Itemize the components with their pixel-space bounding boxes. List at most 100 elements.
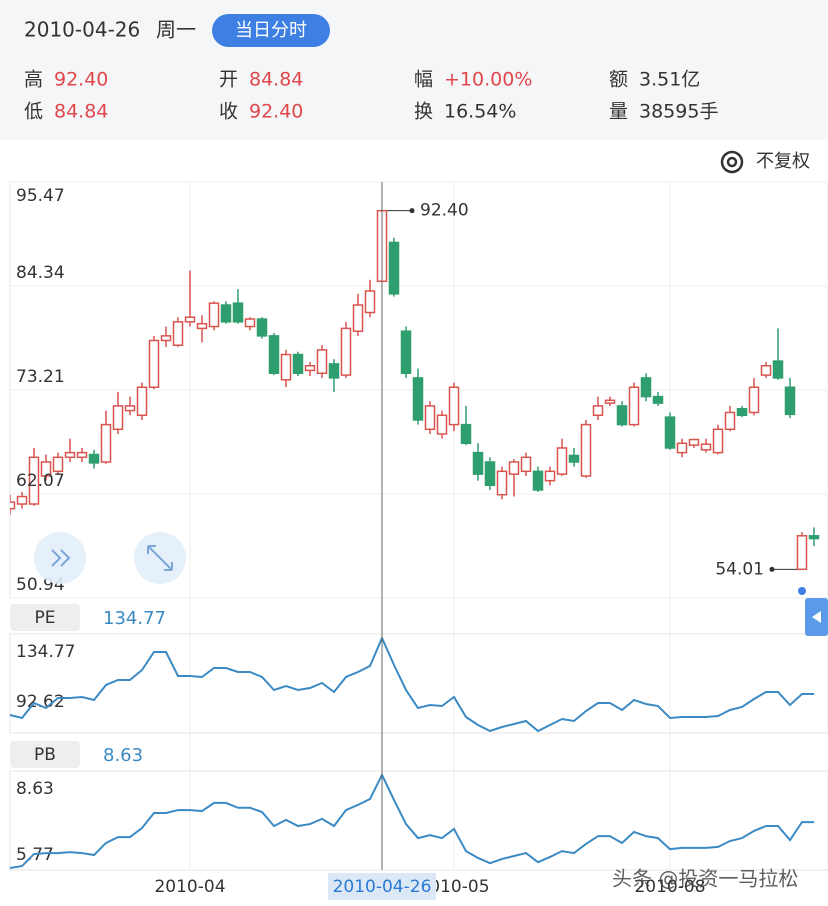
annotation-dot [409, 208, 415, 214]
stat-value: 92.40 [249, 101, 303, 123]
candle-body [688, 438, 700, 446]
candle-body [796, 535, 808, 571]
candle-body [16, 495, 28, 505]
stat-label: 幅 [414, 69, 433, 91]
candle-body [640, 377, 652, 398]
expand-icon [147, 545, 173, 571]
candle-body [10, 501, 16, 510]
candle-body [88, 453, 100, 464]
candle-body [700, 443, 712, 451]
adjust-icon-core [726, 156, 738, 168]
candle-body [520, 456, 532, 473]
candle-body [556, 447, 568, 475]
indicator-pill [10, 604, 80, 631]
y-tick-label: 8.63 [16, 779, 54, 799]
x-tick-label: 2010-05 [418, 877, 489, 897]
candle-body [580, 423, 592, 477]
candle-body [664, 416, 676, 449]
stat-value: 84.84 [249, 69, 303, 91]
stat-label: 换 [414, 101, 433, 123]
candle-body [40, 461, 52, 477]
candle-body [736, 407, 748, 417]
candle-body [172, 321, 184, 346]
intraday-button-label[interactable]: 当日分时 [235, 20, 307, 41]
candle-body [400, 330, 412, 374]
x-tick-label: 2010-08 [634, 877, 705, 897]
candle-body [352, 304, 364, 332]
candle-body [208, 302, 220, 328]
candle-body [184, 316, 196, 323]
indicator-value: 134.77 [103, 608, 166, 629]
candle-body [148, 339, 160, 388]
stat-label: 额 [609, 69, 628, 91]
candle-body [304, 365, 316, 372]
candle-body [676, 442, 688, 454]
pb-frame [9, 770, 828, 871]
candle-body [52, 456, 64, 473]
watermark: 头条 @投资一马拉松 [612, 867, 798, 891]
annotation-dot [769, 566, 775, 572]
y-tick-label: 95.47 [16, 186, 65, 206]
candle-body [652, 395, 664, 404]
candle-body [508, 461, 520, 475]
candle-body [112, 405, 124, 431]
candle-body [280, 353, 292, 381]
candle-body [124, 405, 136, 412]
candle-body [76, 451, 88, 459]
candle-body [424, 405, 436, 431]
candle-body [568, 454, 580, 463]
x-tick-label: 2010-04 [154, 877, 225, 897]
candle-body [772, 360, 784, 379]
side-tab-arrow [812, 611, 821, 623]
stat-label: 开 [219, 69, 238, 91]
candle-body [784, 386, 796, 416]
candle-body [532, 470, 544, 491]
line-series [9, 772, 814, 870]
candle-body [544, 470, 556, 482]
candle-body [220, 304, 232, 323]
candle-body [712, 428, 724, 454]
candle-body [292, 353, 304, 374]
stat-value: 38595手 [639, 101, 718, 123]
candle-body [268, 335, 280, 374]
candle-body [136, 386, 148, 417]
candle-body [328, 363, 340, 379]
y-tick-label: 5.77 [16, 845, 54, 865]
candle-body [412, 377, 424, 421]
candle-body [592, 405, 604, 417]
stat-label: 量 [609, 101, 628, 123]
stat-value: 16.54% [444, 101, 516, 123]
candle-body [256, 318, 268, 337]
annotation-label: 54.01 [715, 559, 764, 579]
indicator-name: PE [35, 608, 56, 628]
candle-body [244, 318, 256, 328]
stat-label: 收 [219, 101, 238, 123]
candle-body [616, 405, 628, 426]
candle-body [100, 423, 112, 463]
candle-body [760, 365, 772, 376]
header-bg [0, 0, 828, 140]
annotation-label: 92.40 [420, 201, 469, 221]
candle-body [748, 386, 760, 414]
candle-body [388, 241, 400, 295]
candle-body [364, 290, 376, 314]
adjust-label[interactable]: 不复权 [756, 151, 810, 172]
y-tick-label: 73.21 [16, 367, 65, 387]
y-tick-label: 84.34 [16, 263, 65, 283]
candle-body [460, 423, 472, 445]
candle-body [160, 335, 172, 342]
y-tick-label: 92.62 [16, 692, 65, 712]
stat-value: 92.40 [54, 69, 108, 91]
latest-dot [798, 587, 806, 595]
stat-value: 3.51亿 [639, 69, 700, 91]
stat-value: +10.00% [444, 69, 532, 91]
adjust-toggle[interactable]: 不复权 [720, 150, 810, 174]
candle-body [232, 302, 244, 323]
stat-label: 低 [24, 101, 43, 123]
adjust-icon [720, 150, 744, 174]
candle-body [628, 386, 640, 426]
intraday-button[interactable] [212, 14, 330, 47]
candle-body [436, 414, 448, 435]
stat-value: 84.84 [54, 101, 108, 123]
